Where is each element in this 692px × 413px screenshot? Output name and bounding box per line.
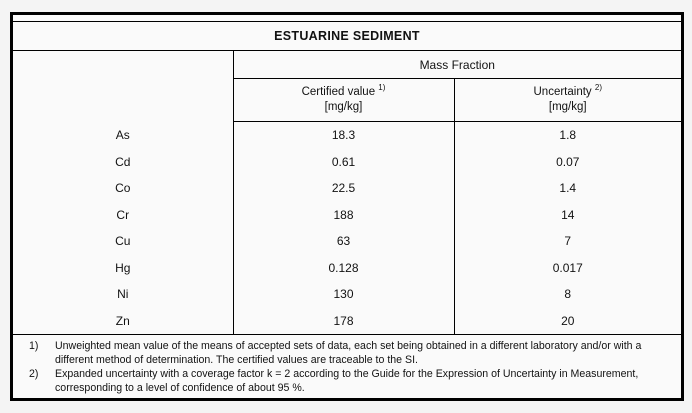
footnote-marker: 2) [29,368,39,381]
certified-value-footnote-ref: 1) [378,83,386,93]
table-body: As 18.3 1.8 Cd 0.61 0.07 Co 22.5 1.4 Cr … [13,121,681,334]
certified-value-cell: 178 [232,307,454,334]
table-row: As 18.3 1.8 [13,121,681,149]
uncertainty-value-cell: 1.8 [453,121,681,149]
table-row: Ni 130 8 [13,281,681,308]
uncertainty-value-cell: 1.4 [453,175,681,202]
element-symbol: As [115,128,130,142]
element-symbol: Zn [115,313,130,328]
element-symbol: Cu [115,234,131,249]
sub-header-row: Certified value 1) [mg/kg] Uncertainty 2… [13,78,681,122]
certified-value-header: Certified value 1) [mg/kg] [232,78,454,122]
mass-fraction-group-header: Mass Fraction [232,51,681,79]
uncertainty-value-cell: 20 [453,307,681,334]
table-row: Cr 188 14 [13,201,681,228]
uncertainty-value-cell: 14 [453,201,681,228]
uncertainty-header: Uncertainty 2) [mg/kg] [453,78,681,122]
certified-value-cell: 22.5 [232,175,454,202]
footnote-text: Expanded uncertainty with a coverage fac… [55,368,639,394]
certified-value-cell: 130 [232,281,454,308]
certified-value-cell: 0.128 [232,254,454,281]
element-column-blank-header [13,51,233,122]
table-row: Co 22.5 1.4 [13,175,681,202]
certified-value-cell: 0.61 [232,148,454,175]
table-row: Zn 178 20 [13,307,681,334]
double-rule-top [13,15,681,22]
uncertainty-value-cell: 7 [453,228,681,255]
uncertainty-value-cell: 0.07 [453,148,681,175]
element-symbol: Hg [115,260,131,275]
footnote: 2) Expanded uncertainty with a coverage … [29,368,671,395]
certified-value-cell: 63 [232,228,454,255]
certified-values-table: ESTUARINE SEDIMENT Mass Fraction Certifi… [10,12,684,401]
element-symbol: Co [115,181,131,196]
footnote: 1) Unweighted mean value of the means of… [29,340,671,367]
footnotes-section: 1) Unweighted mean value of the means of… [13,334,681,395]
element-symbol: Cd [115,154,131,169]
element-symbol: Cr [116,207,130,222]
element-symbol: Ni [117,287,129,302]
group-header-row: Mass Fraction [13,51,681,79]
mass-fraction-table: Mass Fraction Certified value 1) [mg/kg]… [13,51,681,334]
table-row: Cu 63 7 [13,228,681,255]
table-row: Cd 0.61 0.07 [13,148,681,175]
table-row: Hg 0.128 0.017 [13,254,681,281]
certified-value-label: Certified value [301,86,376,98]
certified-value-cell: 18.3 [232,121,454,149]
footnote-marker: 1) [29,340,39,352]
uncertainty-value-cell: 8 [453,281,681,308]
certified-value-cell: 188 [232,201,454,228]
certified-value-unit: [mg/kg] [324,101,363,113]
uncertainty-footnote-ref: 2) [594,83,602,93]
uncertainty-unit: [mg/kg] [548,101,587,113]
uncertainty-value-cell: 0.017 [453,254,681,281]
footnote-text: Unweighted mean value of the means of ac… [55,340,642,366]
uncertainty-label: Uncertainty [533,86,592,98]
table-title: ESTUARINE SEDIMENT [13,22,681,51]
